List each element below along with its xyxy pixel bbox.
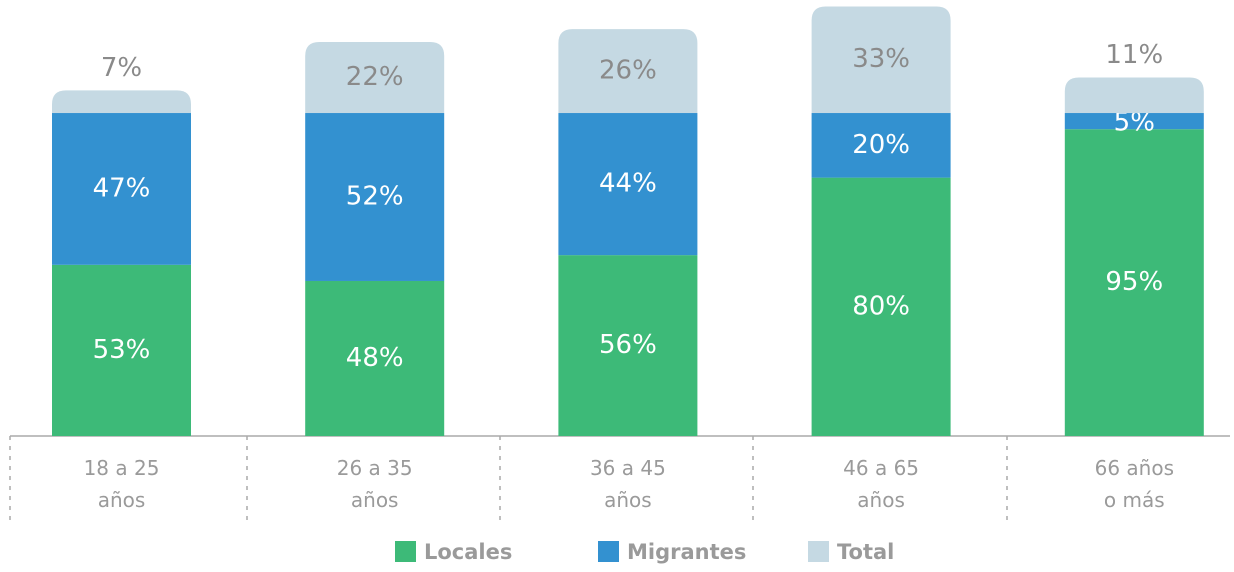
legend-swatch	[395, 541, 416, 562]
bar-segment	[1064, 129, 1204, 436]
bar-segment	[1064, 77, 1204, 114]
x-tick-label: 26 a 35 años	[336, 456, 413, 512]
bar-segment	[811, 6, 951, 114]
bar-segment	[305, 280, 445, 436]
value-label: 44%	[599, 169, 657, 199]
legend-label: Locales	[424, 540, 512, 564]
value-label: 52%	[346, 182, 404, 212]
bar-segment	[52, 90, 191, 114]
value-label: 53%	[93, 335, 151, 365]
value-label: 80%	[852, 291, 910, 321]
bar-segment	[52, 264, 191, 436]
value-label: 33%	[852, 44, 910, 74]
bar-segment	[52, 113, 191, 265]
bar-segment	[558, 255, 698, 436]
x-tick-label: 46 a 65 años	[843, 456, 920, 512]
x-tick-label: 36 a 45 años	[589, 456, 666, 512]
legend-label: Total	[837, 540, 894, 564]
value-label: 11%	[1105, 40, 1163, 70]
value-label: 26%	[599, 56, 657, 86]
value-label: 7%	[101, 53, 142, 83]
value-label: 56%	[599, 330, 657, 360]
bar-segment	[811, 113, 951, 178]
bar-segment	[558, 113, 698, 256]
value-label: 95%	[1105, 267, 1163, 297]
bar-segment	[811, 177, 951, 436]
value-label: 20%	[852, 130, 910, 160]
value-label: 22%	[346, 62, 404, 92]
value-label: 47%	[93, 173, 151, 203]
legend-swatch	[598, 541, 619, 562]
bar-segment	[305, 113, 445, 281]
x-tick-label: 66 años o más	[1094, 456, 1174, 512]
bar-segment	[558, 29, 698, 114]
x-tick-label: 18 a 25 años	[83, 456, 160, 512]
legend-label: Migrantes	[627, 540, 746, 564]
bar-segment	[1064, 113, 1204, 130]
bar-segment	[305, 41, 445, 114]
separators	[9, 436, 1008, 522]
value-label: 48%	[346, 343, 404, 373]
legend-swatch	[808, 541, 829, 562]
